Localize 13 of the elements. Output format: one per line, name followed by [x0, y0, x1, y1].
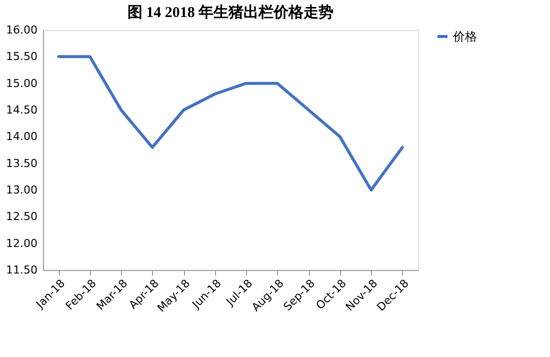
y-tick-label: 16.00	[6, 24, 38, 36]
y-tick-label: 13.50	[6, 156, 38, 170]
line-series	[57, 55, 404, 192]
y-tick-label: 12.00	[6, 236, 38, 250]
chart-title: 图 14 2018 年生猪出栏价格走势	[127, 4, 334, 21]
y-tick-label: 14.50	[6, 104, 38, 116]
y-tick-label: 15.50	[6, 50, 38, 64]
y-tick-label: 11.50	[6, 264, 38, 276]
legend-label: 价格	[452, 30, 477, 44]
y-tick-label: 14.00	[6, 130, 38, 144]
y-tick-label: 15.00	[6, 76, 38, 90]
y-tick-label: 13.00	[6, 184, 38, 196]
y-tick-label: 12.50	[6, 210, 38, 224]
